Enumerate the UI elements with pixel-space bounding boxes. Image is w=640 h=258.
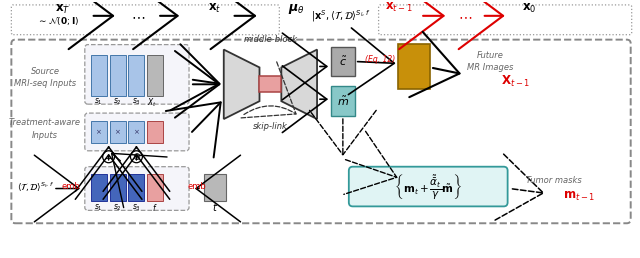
FancyArrowPatch shape xyxy=(103,155,170,199)
Text: $X_t$: $X_t$ xyxy=(147,97,157,109)
FancyArrowPatch shape xyxy=(282,33,327,100)
Bar xyxy=(91,121,107,143)
Text: $s_2$: $s_2$ xyxy=(113,97,122,107)
Text: Future
MR Images: Future MR Images xyxy=(467,51,513,72)
Text: $s_1$: $s_1$ xyxy=(94,202,103,213)
FancyBboxPatch shape xyxy=(85,167,189,210)
FancyArrowPatch shape xyxy=(166,102,221,157)
FancyArrowPatch shape xyxy=(111,153,167,208)
Bar xyxy=(109,54,125,96)
Text: emb: emb xyxy=(188,182,206,191)
FancyArrowPatch shape xyxy=(348,28,394,95)
Text: emb: emb xyxy=(61,182,80,191)
Text: $\tilde{c}$: $\tilde{c}$ xyxy=(339,55,347,68)
Text: Source
MRI-seq Inputs: Source MRI-seq Inputs xyxy=(14,67,76,88)
Text: $\times$: $\times$ xyxy=(133,128,140,136)
Text: $\mathbf{x}_{T}$: $\mathbf{x}_{T}$ xyxy=(55,3,70,17)
Text: $\mathbf{X}_{t-1}$: $\mathbf{X}_{t-1}$ xyxy=(501,74,530,89)
Bar xyxy=(91,54,107,96)
Bar xyxy=(399,44,430,89)
Text: Treatment-aware
Inputs: Treatment-aware Inputs xyxy=(9,118,81,140)
Text: $\oplus$: $\oplus$ xyxy=(132,151,141,162)
FancyArrowPatch shape xyxy=(68,0,113,49)
FancyArrowPatch shape xyxy=(76,155,142,199)
FancyBboxPatch shape xyxy=(85,45,189,104)
Text: $\mathbf{m}_{t-1}$: $\mathbf{m}_{t-1}$ xyxy=(563,190,595,203)
Text: $\mathbf{x}_0$: $\mathbf{x}_0$ xyxy=(522,2,536,15)
Text: skip-link: skip-link xyxy=(253,123,288,132)
FancyArrowPatch shape xyxy=(35,155,79,222)
Bar xyxy=(91,174,107,201)
FancyArrowPatch shape xyxy=(175,51,220,118)
Text: $s_1$: $s_1$ xyxy=(94,97,103,107)
FancyArrowPatch shape xyxy=(133,0,177,49)
Text: $-$: $-$ xyxy=(104,152,113,162)
Text: $\times$: $\times$ xyxy=(114,128,121,136)
FancyArrowPatch shape xyxy=(344,131,397,194)
Text: $\cdots$: $\cdots$ xyxy=(131,9,145,23)
FancyArrowPatch shape xyxy=(196,155,241,222)
FancyArrowPatch shape xyxy=(103,147,170,191)
Bar xyxy=(259,76,282,92)
Text: $s_3$: $s_3$ xyxy=(132,202,141,213)
Text: (Eq. 12): (Eq. 12) xyxy=(365,55,395,64)
Bar xyxy=(129,174,145,201)
Bar xyxy=(109,174,125,201)
Bar xyxy=(147,54,163,96)
Bar xyxy=(331,47,355,76)
Polygon shape xyxy=(224,50,259,119)
Text: $\tilde{m}$: $\tilde{m}$ xyxy=(337,95,349,108)
Text: $f$: $f$ xyxy=(152,202,158,213)
Bar xyxy=(129,54,145,96)
Text: $s_3$: $s_3$ xyxy=(132,97,141,107)
FancyBboxPatch shape xyxy=(349,167,508,206)
Text: $\mathbf{x}_{t}$: $\mathbf{x}_{t}$ xyxy=(208,2,221,15)
Bar xyxy=(129,121,145,143)
FancyBboxPatch shape xyxy=(85,113,189,151)
FancyArrowPatch shape xyxy=(459,0,503,49)
Text: $t$: $t$ xyxy=(212,201,218,213)
Text: Tumor masks: Tumor masks xyxy=(526,176,582,185)
Circle shape xyxy=(102,151,115,163)
FancyArrowPatch shape xyxy=(409,32,460,97)
Bar xyxy=(109,121,125,143)
Text: $\langle\mathcal{T},\mathcal{D}\rangle^{S_l,f}$: $\langle\mathcal{T},\mathcal{D}\rangle^{… xyxy=(17,180,54,193)
Bar xyxy=(331,86,355,116)
Polygon shape xyxy=(282,50,317,119)
FancyArrowPatch shape xyxy=(399,0,444,49)
FancyArrowPatch shape xyxy=(76,147,142,191)
Text: $\boldsymbol{\mu}_\theta$: $\boldsymbol{\mu}_\theta$ xyxy=(288,2,305,16)
Text: $\cdots$: $\cdots$ xyxy=(458,9,472,23)
Text: $\sim\mathcal{N}(\mathbf{0};\mathbf{I})$: $\sim\mathcal{N}(\mathbf{0};\mathbf{I})$ xyxy=(37,15,79,27)
FancyArrowPatch shape xyxy=(211,0,255,49)
Text: $\times$: $\times$ xyxy=(95,128,102,136)
Circle shape xyxy=(131,151,142,163)
Text: $\mathbf{x}_{t-1}$: $\mathbf{x}_{t-1}$ xyxy=(385,1,412,14)
FancyArrowPatch shape xyxy=(171,44,220,110)
Text: $|\mathbf{x}^S,\langle\mathcal{T},\mathcal{D}\rangle^{S_l,f}$: $|\mathbf{x}^S,\langle\mathcal{T},\mathc… xyxy=(311,8,371,24)
Bar xyxy=(204,174,226,201)
Text: $s_2$: $s_2$ xyxy=(113,202,122,213)
Text: middle-block: middle-block xyxy=(243,35,298,44)
FancyArrowPatch shape xyxy=(282,66,327,133)
FancyArrowPatch shape xyxy=(310,110,376,155)
Bar xyxy=(147,174,163,201)
FancyArrowPatch shape xyxy=(495,154,543,220)
FancyArrowPatch shape xyxy=(241,62,296,118)
Text: $\left\{\mathbf{m}_t + \dfrac{\tilde{\bar{\alpha}}_t}{\gamma}\tilde{\mathbf{m}}\: $\left\{\mathbf{m}_t + \dfrac{\tilde{\ba… xyxy=(394,172,462,201)
Bar xyxy=(147,121,163,143)
